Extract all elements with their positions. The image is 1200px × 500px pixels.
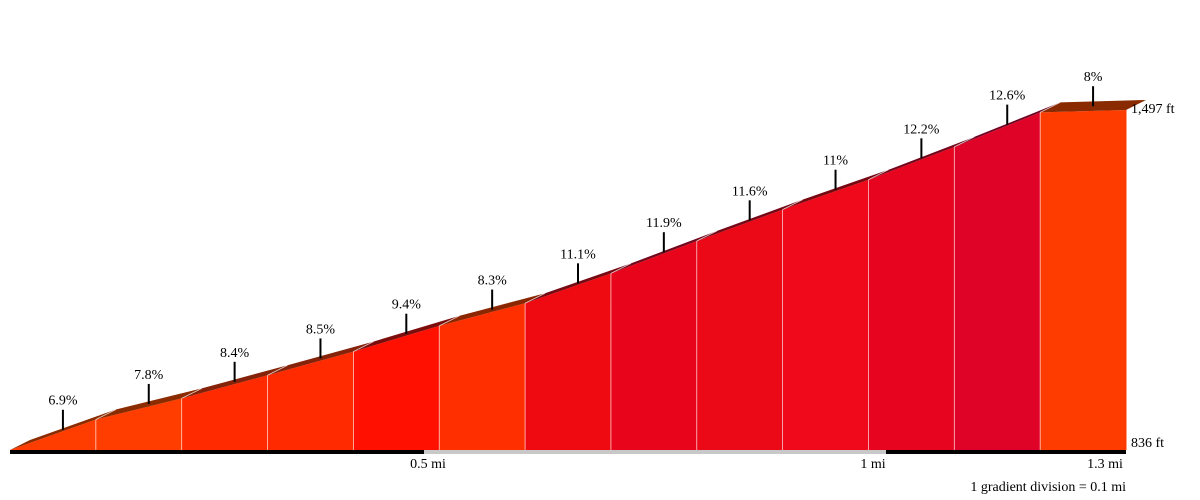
segment-face	[954, 112, 1041, 451]
x-axis-bar-middle	[424, 450, 886, 454]
segment-top	[353, 315, 460, 352]
gradient-label: 12.2%	[903, 122, 940, 137]
gradient-label: 7.8%	[134, 368, 164, 383]
segment-dividers	[95, 102, 1127, 450]
segment-face	[525, 273, 611, 450]
gradient-label: 11.1%	[560, 247, 596, 262]
segment-face	[267, 351, 354, 450]
gradient-label: 8.3%	[478, 274, 508, 289]
segment-face	[696, 209, 783, 450]
gradient-labels: 6.9% 7.8% 8.4% 8.5% 9.4% 8.3% 11.1% 11.9% 11.6% 1…	[48, 70, 1103, 430]
segment-face	[95, 398, 182, 450]
segment-divider	[954, 136, 975, 148]
segment-divider	[353, 341, 374, 352]
x-axis-bar-right	[886, 450, 1126, 454]
elevation-max-label: 1,497 ft	[1131, 102, 1175, 117]
gradient-label: 8%	[1084, 70, 1103, 85]
segment-face	[181, 375, 268, 450]
segment-top	[95, 388, 202, 420]
x-tick-label: 1.3 mi	[1087, 457, 1123, 472]
x-axis: 0.5 mi 1 mi 1.3 mi	[10, 450, 1126, 472]
x-tick-label: 1 mi	[860, 457, 885, 472]
gradient-label: 9.4%	[392, 298, 422, 313]
segment-divider	[439, 315, 460, 327]
gradient-label: 11.6%	[732, 184, 768, 199]
segment-face	[1040, 110, 1126, 450]
segment-divider	[696, 230, 717, 242]
segment-face	[868, 146, 955, 450]
x-tick-label: 0.5 mi	[410, 457, 446, 472]
gradient-label: 11%	[823, 154, 848, 169]
segment-divider	[524, 292, 546, 304]
segment-divider	[181, 388, 202, 399]
segment-divider	[267, 364, 288, 376]
segment-divider	[1039, 102, 1061, 113]
x-axis-bar-left	[10, 450, 424, 454]
gradient-label: 11.9%	[646, 216, 682, 231]
gradient-label: 8.5%	[306, 322, 336, 337]
segment-face	[353, 325, 440, 450]
gradient-label: 12.6%	[989, 89, 1026, 104]
segment-divider	[610, 263, 632, 274]
segment-divider	[95, 409, 117, 420]
elevation-min-label: 836 ft	[1131, 436, 1164, 451]
segment-divider	[868, 169, 889, 181]
segment-faces	[10, 110, 1126, 451]
segment-face	[782, 179, 869, 451]
gradient-label: 8.4%	[220, 346, 250, 361]
segment-divider	[782, 199, 803, 210]
gradient-label: 6.9%	[48, 394, 78, 409]
segment-face	[610, 240, 697, 450]
gradient-division-note: 1 gradient division = 0.1 mi	[970, 480, 1126, 495]
segment-face	[439, 303, 526, 450]
